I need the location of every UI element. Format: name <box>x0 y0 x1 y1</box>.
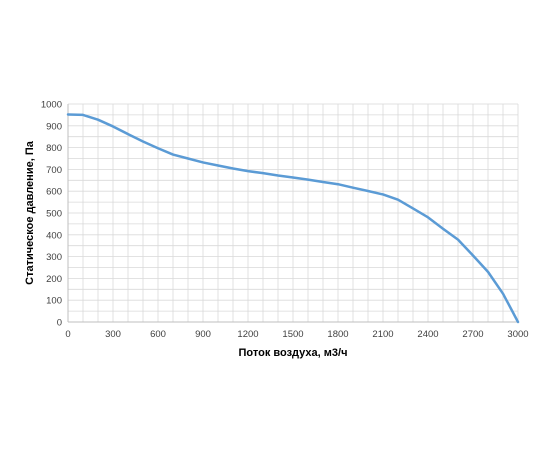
y-tick-label: 100 <box>46 296 62 307</box>
x-tick-label: 2400 <box>417 329 438 340</box>
y-tick-label: 1000 <box>41 100 62 111</box>
y-tick-label: 300 <box>46 252 62 263</box>
x-tick-label: 1800 <box>327 329 348 340</box>
axes <box>67 104 518 323</box>
x-tick-label: 3000 <box>507 329 528 340</box>
y-tick-label: 800 <box>46 143 62 154</box>
x-tick-label: 1200 <box>237 329 258 340</box>
y-tick-label: 200 <box>46 274 62 285</box>
series-group <box>66 113 520 324</box>
y-tick-label: 700 <box>46 165 62 176</box>
x-tick-label: 2100 <box>372 329 393 340</box>
x-axis-ticks: 0 300 600 900 1200 1500 1800 2100 2400 2700 3000 <box>65 329 528 340</box>
y-tick-label: 500 <box>46 209 62 220</box>
x-tick-label: 2700 <box>462 329 483 340</box>
x-tick-label: 300 <box>105 329 121 340</box>
x-tick-label: 1500 <box>282 329 303 340</box>
x-tick-label: 900 <box>195 329 211 340</box>
x-tick-label: 600 <box>150 329 166 340</box>
y-axis-title: Статическое давление, Па <box>24 140 36 285</box>
x-tick-label: 0 <box>65 329 70 340</box>
series-line <box>66 113 520 324</box>
y-tick-label: 0 <box>57 318 62 329</box>
x-axis-title: Поток воздуха, м3/ч <box>239 347 348 359</box>
y-tick-label: 600 <box>46 187 62 198</box>
y-tick-label: 900 <box>46 121 62 132</box>
y-tick-label: 400 <box>46 230 62 241</box>
y-axis-ticks: 0 100 200 300 400 500 600 700 800 900 1000 <box>41 100 62 329</box>
